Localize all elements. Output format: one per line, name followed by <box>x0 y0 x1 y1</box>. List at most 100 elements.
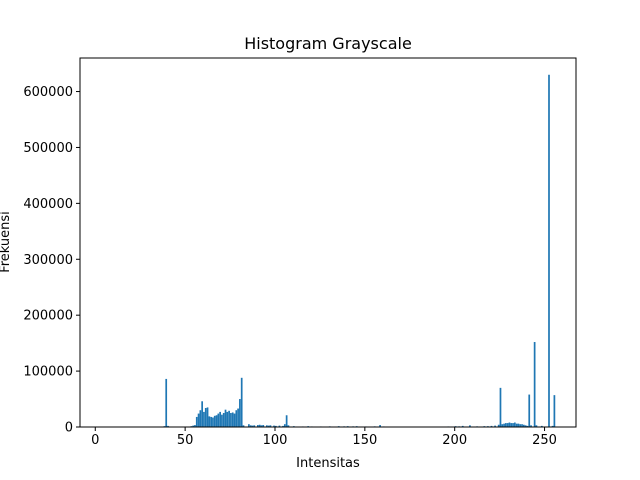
histogram-bar <box>195 416 198 427</box>
x-tick-label: 0 <box>91 433 99 448</box>
histogram-bar <box>521 424 523 427</box>
histogram-bar <box>501 424 504 427</box>
histogram-bar <box>522 424 525 427</box>
histogram-bar <box>253 425 256 427</box>
histogram-bar <box>217 413 220 427</box>
histogram-bar <box>201 401 204 427</box>
histogram-bar <box>260 425 263 427</box>
histogram-bar <box>285 415 288 427</box>
histogram-bar <box>283 424 286 427</box>
histogram-bar <box>231 412 234 427</box>
histogram-bar <box>197 413 200 427</box>
plot-area-frame <box>79 57 577 428</box>
histogram-bar <box>379 425 381 427</box>
histogram-bar <box>505 423 507 427</box>
histogram-bar <box>208 416 211 427</box>
histogram-bar <box>273 425 275 427</box>
y-tick-label: 600000 <box>23 85 73 100</box>
histogram-bar <box>282 425 284 427</box>
y-tick-label: 100000 <box>23 365 73 380</box>
histogram-bar <box>499 387 502 427</box>
histogram-bar <box>258 424 261 427</box>
histogram-bar <box>194 425 196 427</box>
histogram-bar <box>167 425 169 427</box>
histogram-bar <box>517 423 520 427</box>
x-tick-label: 250 <box>532 433 557 448</box>
y-tick-label: 0 <box>65 421 73 436</box>
histogram-bar <box>553 395 556 427</box>
x-tick-label: 100 <box>263 433 288 448</box>
x-axis-label: Intensitas <box>296 456 360 471</box>
histogram-bar <box>235 410 238 427</box>
y-tick-label: 200000 <box>23 309 73 324</box>
histogram-bar <box>204 407 207 427</box>
histogram-bar <box>212 417 214 427</box>
histogram-bar <box>508 422 511 427</box>
histogram-bar <box>497 424 500 427</box>
histogram-bar <box>524 425 527 427</box>
histogram-bar <box>240 377 243 427</box>
x-tick-label: 150 <box>352 433 377 448</box>
histogram-bar <box>278 425 281 427</box>
y-axis-ticks: 0 100000 200000 300000 400000 500000 600000 <box>23 85 80 436</box>
histogram-bar <box>535 425 538 427</box>
histogram-bar <box>251 425 254 427</box>
histogram-bar <box>469 425 471 427</box>
histogram-bar <box>248 424 250 427</box>
histogram-bar <box>510 423 513 427</box>
x-axis-ticks: 0 50 100 150 200 250 <box>91 427 557 448</box>
histogram-bar <box>548 74 550 428</box>
histogram-bar <box>213 415 216 427</box>
histogram-bar <box>242 425 245 427</box>
histogram-bar <box>192 425 195 427</box>
histogram-bar <box>287 425 290 427</box>
histogram-bar <box>526 425 529 427</box>
histogram-bar <box>267 425 270 427</box>
histogram-bar <box>215 415 218 427</box>
histogram-bar <box>514 422 516 427</box>
histogram-bar <box>490 425 493 427</box>
histogram-bar <box>237 408 239 427</box>
histogram-bar <box>540 425 543 427</box>
histogram-bar <box>233 413 236 427</box>
histogram-bar <box>165 378 168 427</box>
histogram-bar <box>257 425 259 427</box>
histogram-bar <box>551 425 554 427</box>
histogram-bar <box>503 423 505 427</box>
histogram-bar <box>219 411 221 427</box>
histogram-bar <box>206 407 209 427</box>
histogram-bar <box>224 409 227 427</box>
histogram-bar <box>222 413 225 427</box>
y-tick-label: 400000 <box>23 197 73 212</box>
histogram-bar <box>528 394 531 427</box>
y-tick-label: 300000 <box>23 253 73 268</box>
bars-group <box>95 74 556 428</box>
histogram-bar <box>519 424 522 427</box>
histogram-bar <box>530 425 532 427</box>
histogram-bar <box>262 425 265 427</box>
histogram-bar <box>230 413 232 427</box>
y-tick-label: 500000 <box>23 141 73 156</box>
chart-title: Histogram Grayscale <box>244 34 412 53</box>
histogram-bar <box>221 414 223 427</box>
histogram-bar <box>228 410 230 427</box>
histogram-bar <box>210 416 212 427</box>
histogram-bar <box>226 411 229 427</box>
histogram-bar <box>199 410 202 427</box>
histogram-bar <box>515 423 518 427</box>
x-tick-label: 50 <box>177 433 194 448</box>
histogram-bar <box>494 425 496 427</box>
histogram-bar <box>249 425 252 427</box>
histogram-bar <box>239 399 241 427</box>
histogram-bar <box>533 342 536 427</box>
histogram-bar <box>266 425 268 427</box>
histogram-bar <box>506 423 509 427</box>
histogram-bar <box>274 425 277 427</box>
y-axis-label: Frekuensi <box>0 211 13 273</box>
histogram-bar <box>512 423 514 427</box>
histogram-bar <box>269 425 272 427</box>
x-tick-label: 200 <box>442 433 467 448</box>
histogram-bar <box>461 425 464 427</box>
